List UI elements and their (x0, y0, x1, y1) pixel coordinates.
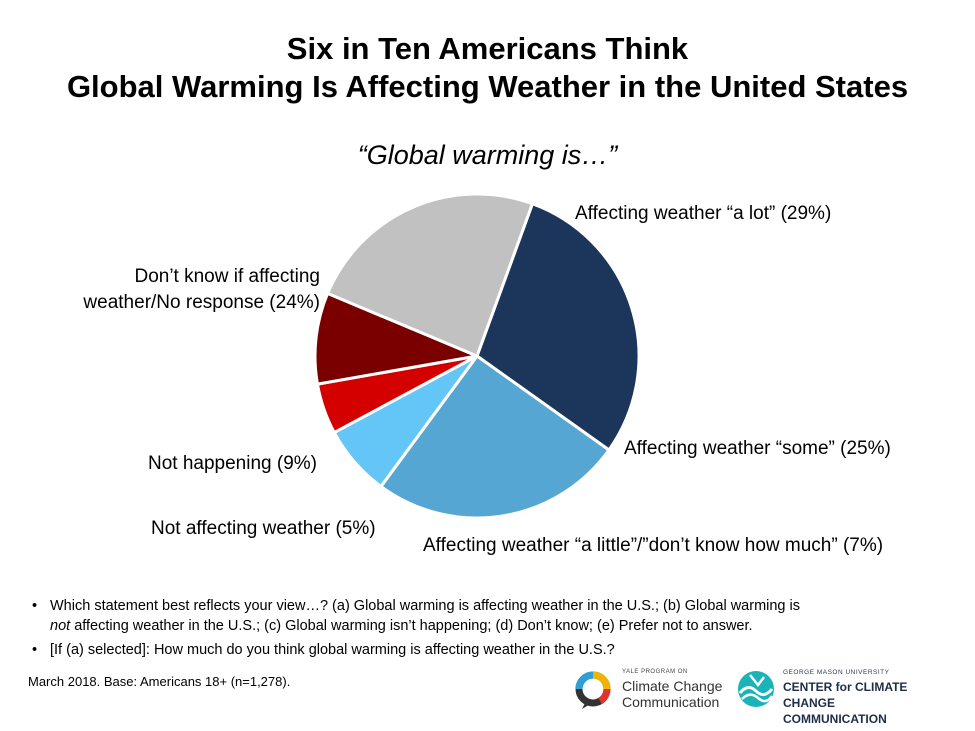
pie-slice (475, 202, 641, 452)
gmu-small-text: GEORGE MASON UNIVERSITY (783, 669, 890, 676)
yale-name: Climate Change Communication (622, 678, 722, 710)
slice-label: Not happening (9%) (148, 453, 317, 474)
footnote-1-line-b: affecting weather in the U.S.; (c) Globa… (70, 618, 753, 634)
chart-title: Six in Ten Americans Think Global Warmin… (0, 30, 975, 106)
footnote-1-italic: not (50, 618, 71, 634)
pie-slice (326, 192, 534, 358)
pie-slice (379, 354, 611, 520)
gmu-line-1: CENTER for CLIMATE CHANGE (783, 680, 908, 710)
slice-label: Don’t know if affecting weather/No respon… (82, 266, 320, 313)
title-line-1: Six in Ten Americans Think (286, 31, 689, 66)
yale-small-text: YALE PROGRAM ON (622, 669, 688, 675)
pie-slice (313, 291, 479, 386)
footnote-2-text: [If (a) selected]: How much do you think… (50, 642, 615, 658)
yale-logo: YALE PROGRAM ON Climate Change Communica… (572, 663, 732, 715)
bullet: • (32, 642, 38, 658)
yale-line-1: Climate Change (622, 678, 723, 694)
yale-ring-icon (575, 671, 611, 709)
slice-label: Not affecting weather (5%) (151, 518, 376, 539)
slice-label: Affecting weather “some” (25%) (624, 438, 891, 459)
pie-slices (313, 192, 641, 520)
footnote-1-line-a: Which statement best reflects your view…… (50, 598, 800, 614)
gmu-line-2: COMMUNICATION (783, 712, 887, 726)
pie-chart: Affecting weather “a lot” (29%) Affecting… (82, 192, 891, 556)
slice-label: Affecting weather “a little”/”don’t know… (423, 535, 883, 556)
chart-subtitle: “Global warming is…” (357, 140, 618, 170)
footnote-2: • [If (a) selected]: How much do you thi… (28, 640, 948, 660)
pie-labels: Affecting weather “a lot” (29%) Affecting… (82, 203, 890, 556)
gmu-logo: GEORGE MASON UNIVERSITY CENTER for CLIMA… (736, 663, 956, 726)
bullet: • (32, 598, 38, 614)
slice-label: Affecting weather “a lot” (29%) (575, 203, 831, 224)
title-line-2: Global Warming Is Affecting Weather in t… (66, 69, 909, 104)
footnotes: • Which statement best reflects your vie… (28, 596, 948, 664)
footnote-1: • Which statement best reflects your vie… (28, 596, 948, 636)
gmu-wave-icon (738, 671, 774, 707)
yale-line-2: Communication (622, 694, 720, 710)
gmu-name: CENTER for CLIMATE CHANGE COMMUNICATION (783, 679, 956, 727)
source-note: March 2018. Base: Americans 18+ (n=1,278… (28, 674, 291, 689)
